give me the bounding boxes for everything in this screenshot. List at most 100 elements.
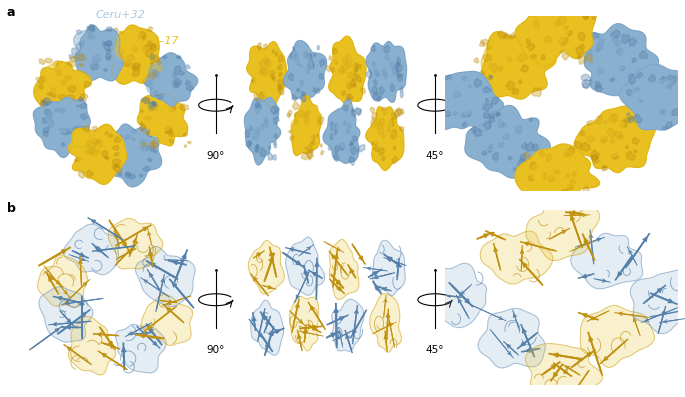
Polygon shape [109, 51, 116, 58]
Polygon shape [351, 73, 358, 81]
Polygon shape [151, 45, 157, 52]
Polygon shape [397, 62, 399, 67]
Polygon shape [595, 85, 603, 92]
Polygon shape [515, 0, 596, 66]
Polygon shape [147, 131, 151, 134]
Polygon shape [297, 62, 299, 66]
Polygon shape [264, 118, 267, 123]
Polygon shape [77, 105, 80, 107]
Polygon shape [308, 54, 312, 60]
Polygon shape [584, 24, 658, 96]
Polygon shape [127, 54, 135, 61]
Polygon shape [595, 116, 603, 125]
Polygon shape [86, 141, 96, 148]
Polygon shape [580, 131, 585, 136]
Polygon shape [401, 109, 404, 114]
Polygon shape [323, 99, 360, 163]
Polygon shape [39, 59, 45, 64]
Polygon shape [245, 97, 281, 165]
Polygon shape [43, 127, 49, 133]
Polygon shape [372, 110, 393, 144]
Polygon shape [607, 128, 615, 137]
Polygon shape [148, 27, 153, 31]
Polygon shape [474, 79, 482, 87]
Polygon shape [75, 158, 81, 162]
Polygon shape [384, 73, 388, 79]
Polygon shape [566, 147, 575, 156]
Polygon shape [373, 69, 379, 76]
Polygon shape [639, 89, 643, 91]
Polygon shape [596, 44, 603, 50]
Polygon shape [115, 135, 123, 143]
Polygon shape [349, 142, 353, 146]
Polygon shape [521, 65, 528, 72]
Polygon shape [483, 54, 492, 62]
Polygon shape [158, 61, 162, 65]
Polygon shape [484, 121, 491, 129]
Polygon shape [491, 97, 499, 104]
Polygon shape [125, 173, 130, 178]
Polygon shape [540, 156, 547, 161]
Polygon shape [661, 109, 666, 115]
Polygon shape [75, 25, 123, 81]
Polygon shape [321, 144, 322, 147]
Polygon shape [177, 56, 181, 58]
Polygon shape [132, 65, 139, 71]
Polygon shape [332, 67, 334, 72]
Polygon shape [682, 70, 685, 79]
Polygon shape [483, 103, 493, 112]
Polygon shape [249, 52, 271, 85]
Polygon shape [478, 308, 545, 368]
Polygon shape [593, 16, 595, 19]
Polygon shape [382, 133, 385, 139]
Polygon shape [672, 109, 680, 116]
Polygon shape [253, 133, 259, 140]
Polygon shape [95, 141, 103, 148]
Polygon shape [273, 117, 279, 124]
Polygon shape [277, 86, 281, 91]
Polygon shape [113, 145, 119, 150]
Polygon shape [541, 54, 545, 60]
Polygon shape [275, 52, 278, 56]
Polygon shape [260, 92, 264, 99]
Polygon shape [101, 42, 105, 46]
Polygon shape [610, 77, 614, 81]
Polygon shape [496, 112, 500, 118]
Polygon shape [574, 106, 656, 173]
Polygon shape [174, 66, 181, 72]
Polygon shape [145, 129, 150, 134]
Polygon shape [540, 56, 543, 60]
Polygon shape [113, 28, 119, 33]
Polygon shape [510, 33, 515, 39]
Polygon shape [453, 112, 458, 115]
Polygon shape [366, 107, 404, 170]
Polygon shape [352, 65, 358, 71]
Polygon shape [47, 92, 52, 96]
Polygon shape [482, 77, 486, 82]
Polygon shape [47, 102, 77, 133]
Polygon shape [86, 170, 94, 177]
Polygon shape [566, 198, 572, 203]
Polygon shape [44, 98, 52, 105]
Polygon shape [249, 126, 254, 131]
Polygon shape [533, 4, 573, 45]
Polygon shape [306, 54, 310, 60]
Polygon shape [479, 124, 486, 132]
Polygon shape [69, 54, 74, 59]
Polygon shape [114, 52, 120, 57]
Polygon shape [86, 30, 90, 33]
Polygon shape [610, 138, 615, 143]
Polygon shape [615, 41, 621, 46]
Polygon shape [292, 48, 312, 86]
Polygon shape [351, 110, 356, 117]
Polygon shape [88, 25, 95, 31]
Polygon shape [41, 101, 48, 106]
Polygon shape [545, 36, 552, 42]
Polygon shape [306, 68, 310, 73]
Polygon shape [543, 176, 547, 179]
Polygon shape [274, 141, 276, 145]
Polygon shape [388, 119, 394, 127]
Polygon shape [481, 39, 489, 46]
Polygon shape [311, 135, 315, 139]
Polygon shape [68, 124, 127, 184]
